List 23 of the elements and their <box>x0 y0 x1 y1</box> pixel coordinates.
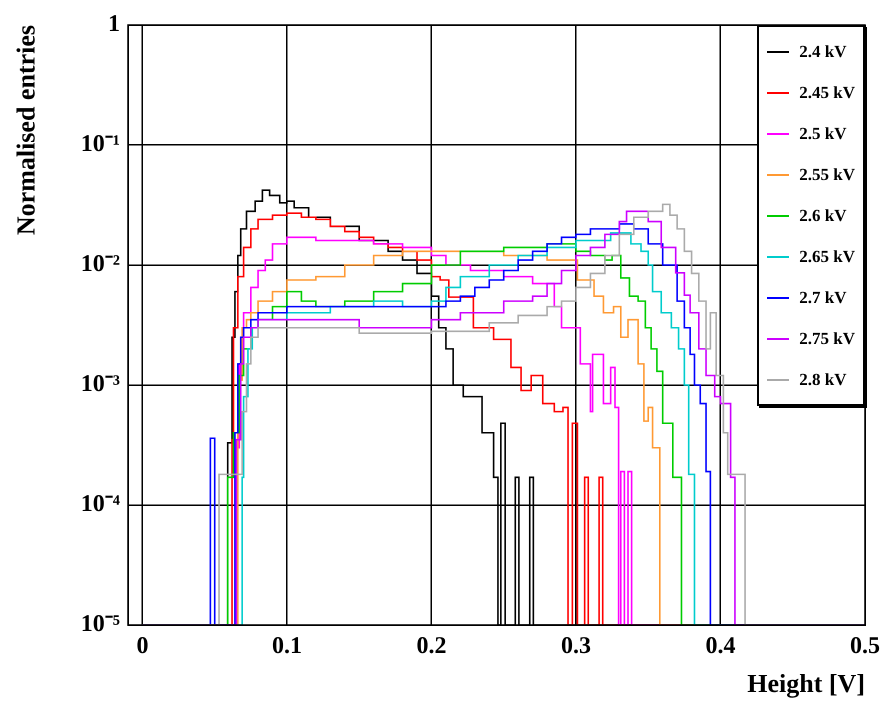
x-tick-label: 0.1 <box>272 633 302 660</box>
y-tick-label: 10⁻³ <box>80 371 120 398</box>
legend-label: 2.6 kV <box>799 206 846 226</box>
x-tick-label: 0.3 <box>560 633 591 660</box>
legend-label: 2.45 kV <box>799 82 855 102</box>
y-tick-label: 10⁻² <box>80 251 120 278</box>
legend-label: 2.8 kV <box>799 370 846 390</box>
legend-label: 2.55 kV <box>799 164 855 184</box>
x-tick-label: 0.4 <box>705 633 736 660</box>
legend-label: 2.7 kV <box>799 288 846 308</box>
legend-label: 2.5 kV <box>799 124 846 144</box>
y-tick-label: 1 <box>108 11 120 38</box>
legend-label: 2.65 kV <box>799 246 855 266</box>
y-tick-label: 10⁻⁵ <box>80 611 120 638</box>
y-tick-label: 10⁻¹ <box>80 131 120 158</box>
y-tick-label: 10⁻⁴ <box>80 491 120 518</box>
y-axis-title: Normalised entries <box>11 25 40 236</box>
legend-label: 2.4 kV <box>799 42 846 62</box>
x-tick-label: 0.5 <box>850 633 880 660</box>
x-axis-title: Height [V] <box>747 669 865 698</box>
x-tick-label: 0 <box>136 633 148 660</box>
legend-label: 2.75 kV <box>799 328 855 348</box>
x-tick-label: 0.2 <box>416 633 446 660</box>
